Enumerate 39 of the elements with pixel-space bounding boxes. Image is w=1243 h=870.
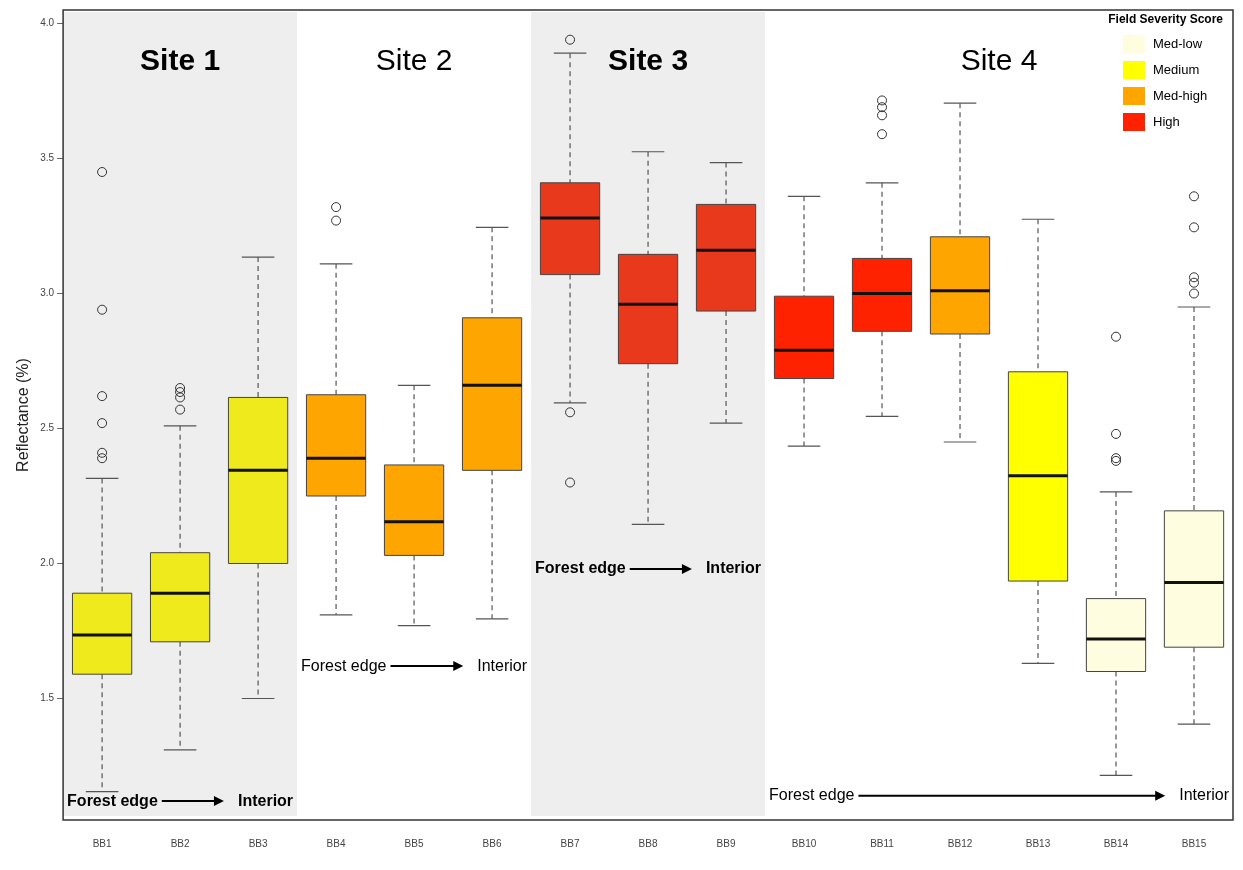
annotation: Interior — [237, 791, 294, 809]
annotation: Forest edge — [67, 791, 158, 809]
y-axis-title: Reflectance (%) — [14, 358, 32, 472]
legend-label: Med-low — [1153, 35, 1203, 51]
annotation: Forest edge — [769, 786, 855, 804]
legend-label: Med-high — [1153, 87, 1208, 103]
x-tick-label: BB14 — [1103, 837, 1129, 849]
legend-title: Field Severity Score — [1108, 12, 1224, 27]
band-label: Site 1 — [140, 43, 221, 77]
legend-label: Medium — [1153, 61, 1200, 77]
x-tick-label: BB6 — [482, 837, 502, 849]
x-tick-label: BB12 — [947, 837, 973, 849]
x-tick-label: BB9 — [716, 837, 736, 849]
annotation: Forest edge — [301, 656, 387, 674]
x-tick-label: BB11 — [870, 837, 895, 849]
x-tick-label: BB5 — [404, 837, 424, 849]
x-tick-label: BB4 — [326, 837, 346, 849]
y-tick-label: 3.5 — [40, 152, 55, 164]
legend-label: High — [1153, 113, 1180, 129]
annotation: Forest edge — [535, 559, 626, 577]
y-tick-label: 2.0 — [40, 557, 55, 569]
y-tick-label: 3.0 — [40, 287, 55, 299]
x-tick-label: BB15 — [1181, 837, 1207, 849]
band-label: Site 3 — [608, 43, 689, 77]
y-tick-label: 4.0 — [40, 17, 55, 29]
x-tick-label: BB2 — [170, 837, 190, 849]
annotation: Interior — [705, 559, 762, 577]
y-tick-label: 2.5 — [40, 422, 55, 434]
annotation: Site 2 — [375, 43, 453, 77]
x-tick-label: BB8 — [638, 837, 658, 849]
x-tick-label: BB3 — [248, 837, 268, 849]
annotation: Interior — [1179, 786, 1230, 804]
y-tick-label: 1.5 — [40, 692, 55, 704]
x-tick-label: BB10 — [791, 837, 817, 849]
x-tick-label: BB7 — [560, 837, 580, 849]
x-tick-label: BB13 — [1025, 837, 1051, 849]
annotation: Interior — [477, 656, 528, 674]
annotation: Site 4 — [960, 43, 1038, 77]
x-tick-label: BB1 — [92, 837, 112, 849]
